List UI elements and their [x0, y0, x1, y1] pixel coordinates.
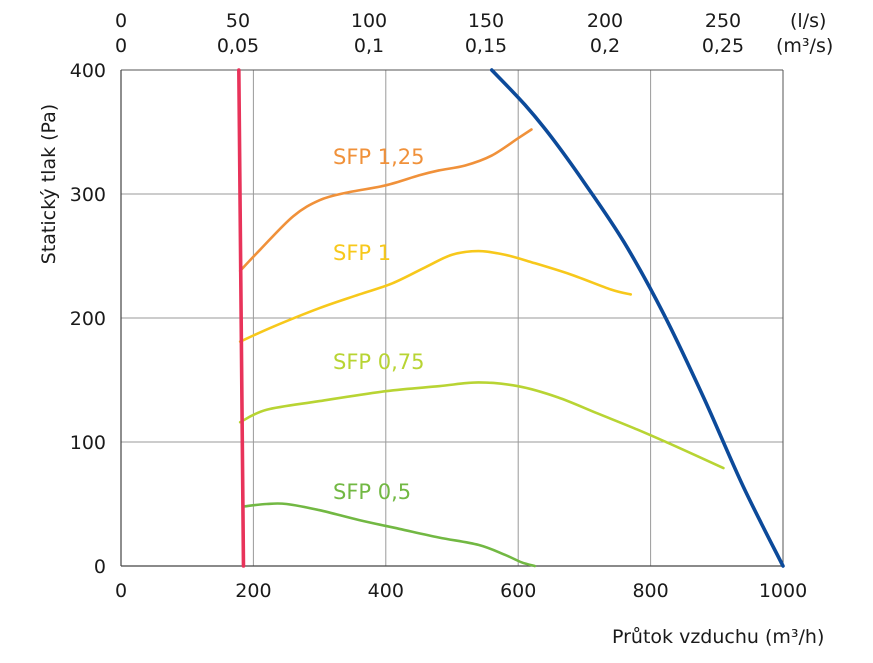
series-sfp-0-5-label: SFP 0,5: [333, 480, 411, 504]
tick-labels: 0 200 400 600 800 1000 0 100 200 300 400 0 50 100 150 2…: [70, 10, 807, 602]
top-tick-label-m3s: 0,2: [590, 35, 620, 57]
series-sfp-1-25-line: [238, 128, 533, 273]
top-tick-label-ls: 200: [587, 10, 623, 32]
top-tick-label-m3s: 0,25: [702, 35, 744, 57]
x-tick-label: 200: [235, 580, 271, 602]
series-sfp-1-line: [238, 249, 633, 343]
series-sfp-0-5-line: [242, 502, 537, 568]
y-axis-label: Statický tlak (Pa): [38, 104, 60, 264]
y-tick-label: 100: [70, 432, 106, 454]
series-min-flow-limit-line: [237, 68, 246, 568]
x-tick-label: 800: [632, 580, 668, 602]
series-group: SFP 1,25 SFP 1 SFP 0,75 SFP 0,5: [237, 68, 785, 568]
y-tick-label: 0: [94, 556, 106, 578]
x-tick-label: 600: [500, 580, 536, 602]
top-tick-label-ls: 0: [115, 10, 127, 32]
top-unit-ls: (l/s): [790, 10, 826, 32]
series-sfp-0-75-line: [238, 381, 725, 470]
series-sfp-0-75-label: SFP 0,75: [333, 350, 425, 374]
top-tick-label-ls: 100: [351, 10, 387, 32]
top-tick-label-m3s: 0: [115, 35, 127, 57]
x-tick-label: 400: [368, 580, 404, 602]
top-tick-label-ls: 150: [468, 10, 504, 32]
x-tick-label: 1000: [759, 580, 807, 602]
top-tick-label-ls: 250: [705, 10, 741, 32]
top-tick-label-m3s: 0,05: [217, 35, 259, 57]
y-tick-label: 200: [70, 308, 106, 330]
y-tick-label: 400: [70, 60, 106, 82]
top-tick-label-m3s: 0,1: [354, 35, 384, 57]
x-axis-label: Průtok vzduchu (m³/h): [612, 626, 824, 648]
grid-lines: [121, 70, 783, 566]
y-tick-label: 300: [70, 184, 106, 206]
top-unit-m3s: (m³/s): [776, 35, 833, 57]
series-fan-curve-line: [489, 68, 785, 568]
x-tick-label: 0: [115, 580, 127, 602]
top-tick-label-ls: 50: [226, 10, 250, 32]
series-sfp-1-25-label: SFP 1,25: [333, 145, 425, 169]
plot-frame: [120, 69, 784, 567]
series-sfp-1-label: SFP 1: [333, 241, 391, 265]
top-tick-label-m3s: 0,15: [465, 35, 507, 57]
